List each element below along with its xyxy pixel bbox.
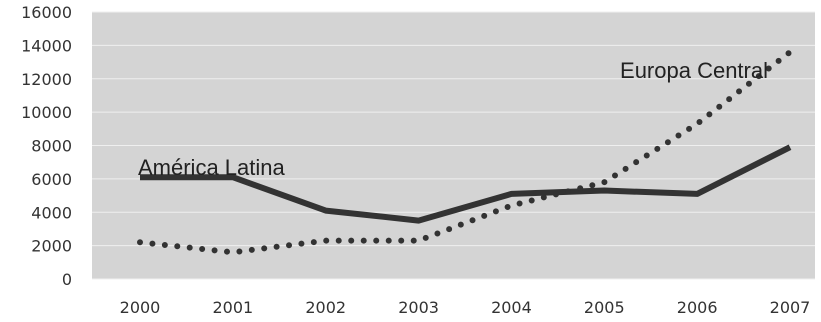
y-axis-ticks: 0 2000 4000 6000 8000 10000 12000 14000 16000	[21, 3, 72, 289]
x-tick-label: 2001	[212, 298, 253, 317]
series-labels: América Latina Europa Central	[138, 58, 768, 180]
y-tick-label: 16000	[21, 3, 72, 22]
x-tick-label: 2002	[305, 298, 346, 317]
y-tick-label: 12000	[21, 70, 72, 89]
y-tick-label: 4000	[31, 203, 72, 222]
x-tick-label: 2006	[677, 298, 718, 317]
y-tick-label: 2000	[31, 237, 72, 256]
y-tick-label: 8000	[31, 137, 72, 156]
series-line-0	[140, 144, 792, 224]
y-tick-label: 6000	[31, 170, 72, 189]
x-tick-label: 2000	[120, 298, 161, 317]
y-tick-label: 0	[62, 270, 72, 289]
series-label-1: Europa Central	[620, 58, 768, 83]
x-tick-label: 2005	[584, 298, 625, 317]
x-tick-label: 2004	[491, 298, 532, 317]
x-axis-ticks: 2000 2001 2002 2003 2004 2005 2006 2007	[120, 298, 811, 317]
y-tick-label: 10000	[21, 103, 72, 122]
series-lines	[137, 49, 793, 256]
series-label-0: América Latina	[138, 155, 286, 180]
x-tick-label: 2007	[770, 298, 811, 317]
x-tick-label: 2003	[398, 298, 439, 317]
y-tick-label: 14000	[21, 36, 72, 55]
